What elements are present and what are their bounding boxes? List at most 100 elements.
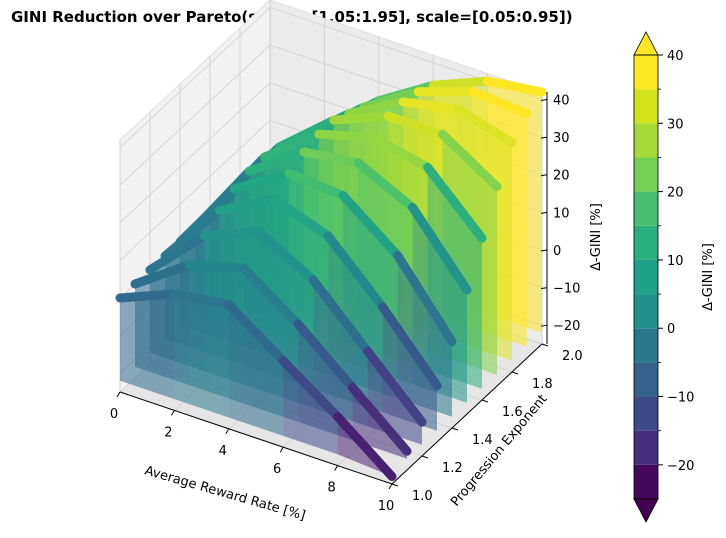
y-tick-label: 1.4	[472, 433, 493, 448]
colorbar-band	[634, 55, 658, 90]
x-tick-mark	[170, 410, 175, 416]
x-tick-label: 6	[273, 462, 281, 477]
colorbar-tick-label: 20	[667, 186, 684, 201]
surface-ridge	[344, 97, 408, 119]
y-tick-mark	[451, 427, 459, 431]
surface-ridge	[483, 76, 547, 97]
axes-frame	[119, 92, 548, 485]
surface-ridge	[428, 76, 493, 90]
surface-ridge	[239, 263, 303, 329]
colorbar-tick-label: −10	[667, 391, 694, 406]
surface-ridge	[284, 168, 348, 201]
colorbar-band	[634, 396, 658, 431]
surface-ridge	[468, 86, 532, 119]
z-tick-label: 10	[553, 206, 570, 221]
x-axis-label: Average Reward Rate [%]	[143, 463, 307, 523]
colorbar-band	[634, 191, 658, 226]
z-tick-mark	[540, 174, 548, 177]
colorbar-extend-min	[633, 498, 659, 523]
x-tick-mark	[334, 465, 339, 471]
colorbar-band	[634, 259, 658, 295]
x-tick-label: 8	[327, 481, 335, 496]
z-tick-label: 20	[553, 169, 570, 184]
surface-ridge	[229, 168, 294, 194]
colorbar-frame	[633, 54, 659, 500]
surface-ridge	[398, 97, 463, 114]
z-tick-label: 40	[553, 94, 570, 109]
surface-wall	[174, 293, 229, 418]
y-tick-label: 2.0	[562, 349, 583, 364]
surface-ridge	[383, 111, 448, 139]
surface-ridge	[160, 205, 224, 261]
y-tick-mark	[481, 399, 489, 403]
x-tick-label: 0	[110, 407, 118, 422]
y-tick-label: 1.2	[442, 461, 463, 476]
surface-ridge	[438, 129, 502, 192]
y-tick-mark	[511, 371, 519, 375]
colorbar-band	[634, 225, 658, 260]
surface-plot	[115, 76, 547, 481]
z-tick-label: 0	[553, 244, 561, 259]
surface-ridge	[299, 147, 363, 168]
colorbar-band	[634, 157, 658, 192]
y-axis-line	[391, 343, 543, 485]
surface-ridge	[259, 129, 324, 162]
surface-slice	[115, 289, 397, 481]
surface-wall	[120, 293, 175, 400]
surface-ridge	[353, 158, 418, 213]
x-tick-label: 10	[378, 499, 395, 514]
y-axis-ticks: 1.0 1.2 1.4 1.6 1.8 2.0	[391, 343, 583, 504]
colorbar-band	[634, 362, 658, 397]
surface-ridge	[333, 412, 397, 481]
surface-ridge	[329, 111, 393, 125]
surface-ridge	[453, 104, 517, 148]
surface-ridge	[348, 383, 412, 456]
surface-ridge	[338, 191, 403, 260]
z-tick-label: −20	[553, 319, 580, 334]
colorbar-label: Δ-GINI [%]	[701, 243, 716, 311]
colorbar-band	[634, 294, 658, 329]
colorbar-band	[634, 328, 658, 363]
surface-ridge	[408, 203, 472, 295]
y-tick-mark	[541, 343, 549, 347]
z-tick-label: −10	[553, 282, 580, 297]
colorbar-band	[634, 464, 658, 499]
surface-ridge	[393, 250, 457, 346]
x-tick-mark	[388, 483, 393, 490]
surface-ridge	[244, 147, 309, 176]
colorbar-extend-max	[633, 31, 659, 56]
z-axis-label: Δ-GINI [%]	[589, 203, 604, 271]
x-axis-line	[119, 391, 393, 485]
surface-ridge	[278, 356, 343, 422]
surface-ridge	[269, 194, 333, 241]
x-axis-ticks: 0 2 4 6 8 10	[110, 391, 395, 514]
x-tick-mark	[225, 428, 230, 435]
surface-ridge	[314, 129, 378, 143]
surface-ridge	[184, 260, 249, 273]
x-tick-label: 2	[164, 425, 172, 440]
z-axis-ticks: −20 −10 0 10 20 30 40	[540, 94, 580, 334]
surface-ridge	[423, 162, 487, 243]
surface-ridge	[115, 289, 179, 303]
y-tick-mark	[421, 455, 429, 459]
surface-ridge	[199, 227, 264, 241]
surface-ridge	[308, 275, 373, 356]
surface-ridge	[145, 231, 209, 275]
z-tick-mark	[540, 99, 548, 102]
surface-ridge	[214, 194, 279, 215]
surface-ridge	[363, 346, 427, 427]
colorbar-tick-label: 40	[667, 49, 684, 64]
grid-line-z	[119, 7, 543, 148]
z-tick-mark	[540, 136, 548, 139]
colorbar-band	[634, 89, 658, 124]
x-tick-mark	[279, 446, 284, 453]
surface-ridge	[293, 319, 358, 393]
surface-ridge	[378, 302, 442, 391]
colorbar-band	[634, 123, 658, 158]
y-tick-label: 1.0	[412, 489, 433, 504]
z-tick-label: 30	[553, 131, 570, 146]
surface-wall	[228, 304, 284, 436]
colorbar: −20 −10 0 10 20 30 40	[633, 31, 694, 523]
z-tick-mark	[540, 287, 548, 290]
